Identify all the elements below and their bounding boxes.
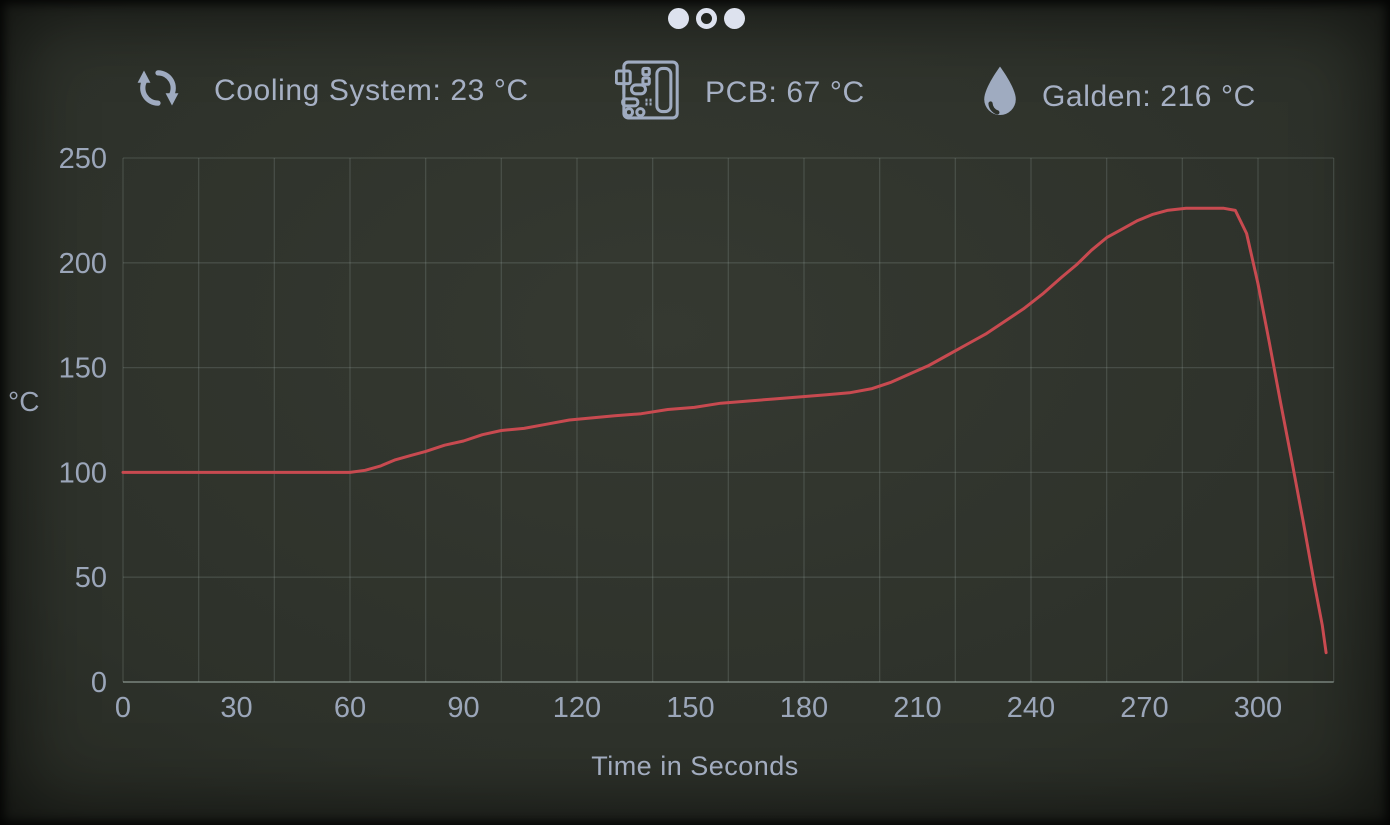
svg-text:150: 150 — [59, 353, 107, 385]
page-dot-1[interactable] — [668, 8, 689, 29]
pcb-icon — [614, 58, 681, 127]
svg-text:50: 50 — [75, 562, 107, 594]
svg-text:300: 300 — [1234, 692, 1282, 724]
svg-text:270: 270 — [1120, 692, 1168, 724]
svg-text:60: 60 — [334, 692, 366, 724]
chart-y-tick-labels: 0 50 100 150 200 250 — [59, 143, 107, 699]
chart-gridlines — [122, 157, 1335, 683]
svg-text:30: 30 — [220, 692, 252, 724]
svg-text:200: 200 — [59, 248, 107, 280]
x-axis-title: Time in Seconds — [591, 751, 799, 781]
svg-text:100: 100 — [59, 457, 107, 489]
page-dot-3[interactable] — [724, 8, 745, 29]
page-dot-2[interactable] — [696, 8, 717, 29]
temperature-line — [121, 206, 1328, 655]
svg-text:180: 180 — [780, 692, 828, 724]
svg-text:90: 90 — [447, 692, 479, 724]
y-axis-unit-label: °C — [8, 386, 40, 417]
svg-text:120: 120 — [553, 692, 601, 724]
chart-x-tick-labels: 0 30 60 90 120 150 180 210 240 270 300 — [115, 692, 1282, 724]
page-indicator — [668, 8, 745, 29]
svg-text:210: 210 — [893, 692, 941, 724]
cooling-system-value: Cooling System: 23 °C — [214, 73, 529, 107]
cooling-system-readout: Cooling System: 23 °C — [130, 60, 529, 121]
svg-text:250: 250 — [59, 143, 107, 175]
pcb-value: PCB: 67 °C — [705, 75, 865, 109]
galden-readout: Galden: 216 °C — [980, 64, 1256, 129]
svg-text:0: 0 — [115, 692, 131, 724]
svg-text:0: 0 — [91, 667, 107, 699]
svg-text:150: 150 — [666, 692, 714, 724]
droplet-icon — [980, 64, 1020, 129]
galden-value: Galden: 216 °C — [1042, 79, 1256, 113]
pcb-readout: PCB: 67 °C — [614, 58, 865, 127]
sync-icon — [130, 60, 186, 121]
svg-text:240: 240 — [1007, 692, 1055, 724]
